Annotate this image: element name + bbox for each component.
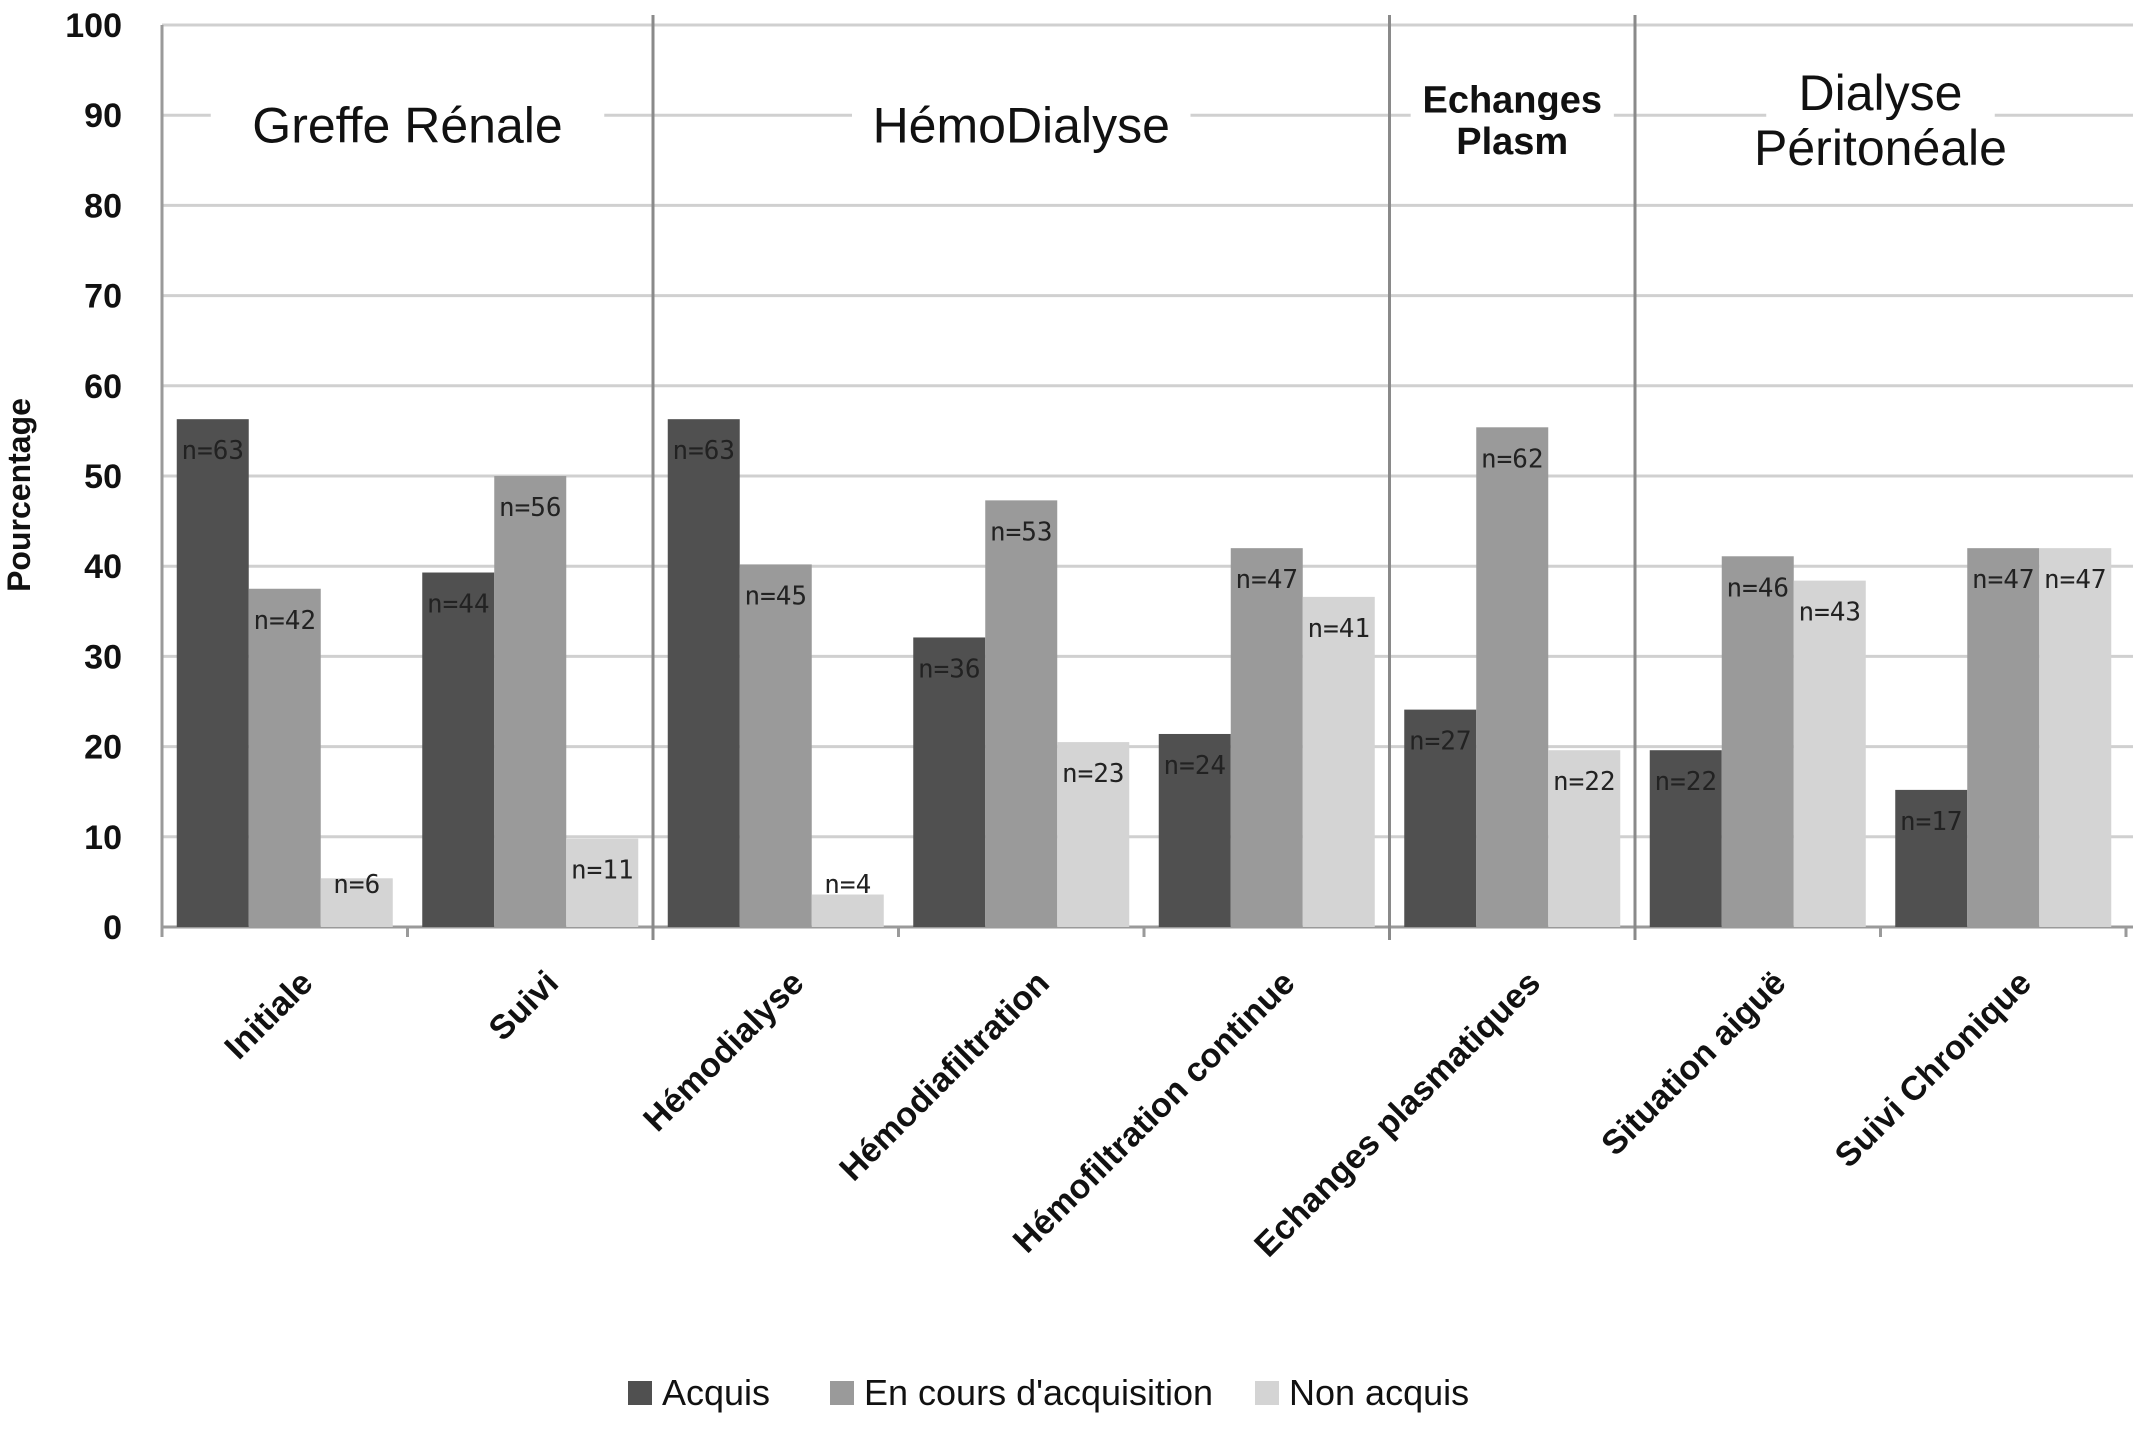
group-label: Plasm — [1456, 121, 1568, 163]
bar — [1548, 750, 1621, 927]
data-label: n=23 — [1062, 759, 1125, 789]
y-tick-label: 20 — [84, 729, 122, 767]
x-category-label: Suivi — [482, 964, 566, 1048]
x-category-label: Suivi Chronique — [1828, 964, 2039, 1175]
x-category-label: Hémodialyse — [636, 964, 811, 1139]
group-label-background — [852, 97, 1191, 155]
data-label: n=4 — [824, 870, 871, 900]
bar — [422, 572, 495, 927]
bar — [320, 878, 393, 927]
data-label: n=53 — [990, 517, 1053, 547]
x-category-label: Hémodiafiltration — [832, 964, 1057, 1189]
group-label-background — [1766, 65, 1995, 123]
data-label: n=63 — [181, 436, 244, 466]
x-category-label: Hémofiltration continue — [1006, 964, 1303, 1261]
bars — [176, 419, 2112, 927]
y-axis-label: Pourcentage — [1, 398, 37, 592]
bar — [1158, 733, 1231, 927]
legend-entry: Acquis — [662, 1372, 770, 1413]
group-label: Echanges — [1422, 79, 1602, 121]
data-label: n=47 — [2044, 565, 2107, 595]
bar — [1476, 427, 1549, 927]
data-label: n=24 — [1163, 751, 1226, 781]
x-category-label: Echanges plasmatiques — [1247, 964, 1548, 1265]
bar — [1967, 548, 2040, 927]
bar — [1057, 742, 1130, 927]
data-label: n=6 — [333, 870, 380, 900]
y-tick-label: 40 — [84, 548, 122, 586]
group-label-background — [210, 97, 605, 155]
bar — [1895, 789, 1968, 927]
group-label: Greffe Rénale — [252, 98, 562, 154]
bar — [985, 500, 1058, 927]
bar — [1721, 556, 1794, 927]
legend-swatch — [628, 1381, 652, 1405]
data-label: n=47 — [1972, 565, 2035, 595]
bar — [739, 564, 812, 927]
data-label: n=17 — [1900, 807, 1963, 837]
legend-swatch — [1255, 1381, 1279, 1405]
data-label: n=42 — [253, 606, 316, 636]
y-tick-label: 80 — [84, 187, 122, 225]
group-label: Dialyse — [1799, 65, 1963, 121]
y-tick-label: 0 — [103, 909, 122, 947]
data-label: n=22 — [1654, 767, 1717, 797]
bar — [1404, 709, 1477, 927]
y-tick-label: 70 — [84, 278, 122, 316]
group-label: HémoDialyse — [873, 98, 1170, 154]
legend-swatch — [830, 1381, 854, 1405]
bar — [811, 894, 884, 927]
y-tick-label: 100 — [65, 7, 122, 45]
bar — [1302, 596, 1375, 927]
bar — [248, 588, 321, 927]
data-label: n=44 — [427, 590, 490, 620]
data-labels: n=63 n=44 n=63 n=36 n=24 n=27 n=22 n=17 n=42 n=56… — [181, 436, 2106, 900]
bar — [667, 419, 740, 927]
y-tick-label: 10 — [84, 819, 122, 857]
y-tick-label: 60 — [84, 368, 122, 406]
legend-entry: En cours d'acquisition — [864, 1372, 1213, 1413]
bar — [1649, 750, 1722, 927]
data-label: n=46 — [1726, 573, 1789, 603]
bar — [176, 419, 249, 927]
data-label: n=27 — [1409, 727, 1472, 757]
bar — [2039, 548, 2112, 927]
data-label: n=22 — [1553, 767, 1616, 797]
bar — [494, 476, 567, 927]
group-label-background — [1410, 78, 1614, 122]
bar — [1230, 548, 1303, 927]
bar — [566, 838, 639, 927]
group-label: Péritonéale — [1754, 120, 2007, 176]
data-label: n=45 — [744, 581, 807, 611]
data-label: n=36 — [918, 654, 981, 684]
legend: Acquis En cours d'acquisition Non acquis — [628, 1372, 1469, 1413]
data-label: n=63 — [672, 436, 735, 466]
data-label: n=41 — [1307, 614, 1370, 644]
y-tick-label: 30 — [84, 638, 122, 676]
y-tick-label: 50 — [84, 458, 122, 496]
data-label: n=56 — [499, 493, 562, 523]
data-label: n=43 — [1798, 598, 1861, 628]
legend-entry: Non acquis — [1289, 1372, 1469, 1413]
data-label: n=47 — [1235, 565, 1298, 595]
group-label-background — [1711, 120, 2050, 178]
x-category-labels: Initiale Suivi Hémodialyse Hémodiafiltratio… — [217, 964, 2039, 1265]
data-label: n=11 — [571, 856, 634, 886]
x-category-label: Initiale — [217, 964, 320, 1067]
x-category-label: Situation aiguë — [1594, 964, 1793, 1163]
data-label: n=62 — [1481, 444, 1544, 474]
y-tick-label: 90 — [84, 97, 122, 135]
y-tick-labels: 0 10 20 30 40 50 60 70 80 90 100 — [65, 7, 122, 947]
group-label-background — [1442, 120, 1583, 164]
bar — [1793, 580, 1866, 927]
bar — [913, 637, 986, 927]
